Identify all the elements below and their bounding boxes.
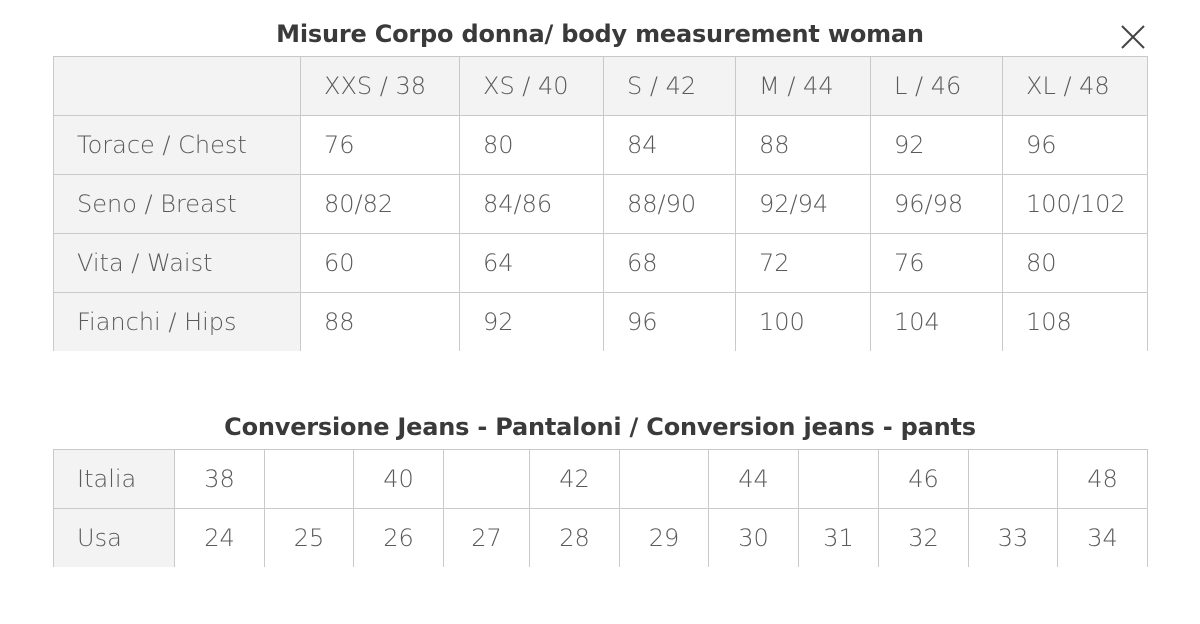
table-cell: 64 [459,233,604,293]
table-cell [264,449,354,509]
table-cell: 68 [603,233,736,293]
table-cell: 26 [353,508,444,567]
table-cell: 30 [708,508,799,567]
table-cell [798,449,879,509]
table-cell: 32 [878,508,969,567]
table-cell: 92 [459,292,604,351]
size-header: L / 46 [870,56,1003,116]
row-label: Fianchi / Hips [53,292,301,351]
table-header-row: XXS / 38 XS / 40 S / 42 M / 44 L / 46 XL… [53,56,1148,116]
table-cell: 84 [603,115,736,175]
table-cell: 24 [174,508,265,567]
table-cell: 96 [1002,115,1148,175]
table-cell: 88 [300,292,460,351]
row-label: Italia [53,449,175,509]
table-cell: 46 [878,449,969,509]
size-header: XXS / 38 [300,56,460,116]
size-header: M / 44 [735,56,871,116]
table-cell: 80/82 [300,174,460,234]
table-cell: 92 [870,115,1003,175]
row-label: Torace / Chest [53,115,301,175]
table-row: Usa 24 25 26 27 28 29 30 31 32 33 34 [53,508,1148,567]
table-cell: 25 [264,508,354,567]
size-header: S / 42 [603,56,736,116]
table-cell: 80 [1002,233,1148,293]
table-cell: 33 [968,508,1058,567]
body-measurement-table: XXS / 38 XS / 40 S / 42 M / 44 L / 46 XL… [53,56,1148,351]
table-cell: 92/94 [735,174,871,234]
table-cell: 29 [619,508,709,567]
size-header: XS / 40 [459,56,604,116]
table-cell: 80 [459,115,604,175]
body-measurement-title: Misure Corpo donna/ body measurement wom… [276,20,924,48]
table-cell: 40 [353,449,444,509]
table-cell: 28 [529,508,620,567]
table-cell: 60 [300,233,460,293]
table-cell: 96 [603,292,736,351]
table-cell: 27 [443,508,530,567]
table-cell: 108 [1002,292,1148,351]
size-header: XL / 48 [1002,56,1148,116]
jeans-conversion-title: Conversione Jeans - Pantaloni / Conversi… [224,413,976,441]
row-label: Vita / Waist [53,233,301,293]
close-icon[interactable] [1118,22,1148,52]
table-cell [619,449,709,509]
row-label: Usa [53,508,175,567]
table-row: Vita / Waist 60 64 68 72 76 80 [53,233,1148,293]
table-cell: 31 [798,508,879,567]
table-cell: 72 [735,233,871,293]
table-cell: 44 [708,449,799,509]
table-cell: 48 [1057,449,1148,509]
table-row: Fianchi / Hips 88 92 96 100 104 108 [53,292,1148,351]
table-cell: 100/102 [1002,174,1148,234]
table-cell: 96/98 [870,174,1003,234]
table-cell [443,449,530,509]
header-corner-cell [53,56,301,116]
table-cell: 104 [870,292,1003,351]
row-label: Seno / Breast [53,174,301,234]
table-cell: 84/86 [459,174,604,234]
table-cell [968,449,1058,509]
table-cell: 38 [174,449,265,509]
table-row: Seno / Breast 80/82 84/86 88/90 92/94 96… [53,174,1148,234]
table-cell: 100 [735,292,871,351]
table-cell: 76 [300,115,460,175]
table-cell: 88 [735,115,871,175]
table-cell: 88/90 [603,174,736,234]
jeans-conversion-table: Italia 38 40 42 44 46 48 Usa 24 25 26 27… [53,449,1148,567]
table-row: Torace / Chest 76 80 84 88 92 96 [53,115,1148,175]
table-cell: 42 [529,449,620,509]
table-cell: 34 [1057,508,1148,567]
table-row: Italia 38 40 42 44 46 48 [53,449,1148,509]
table-cell: 76 [870,233,1003,293]
